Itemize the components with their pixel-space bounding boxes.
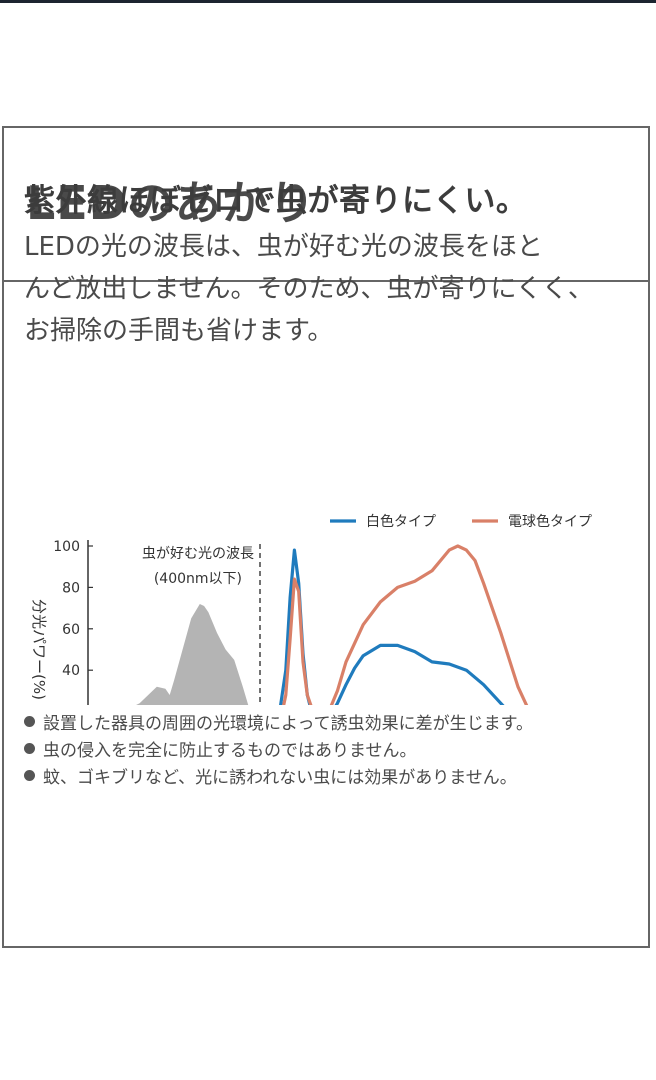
- y-tick-label: 40: [62, 663, 80, 679]
- bullet-icon: [24, 770, 35, 781]
- series-line: [282, 544, 529, 705]
- body-line: LEDの光の波長は、虫が好む光の波長をほと: [24, 232, 543, 262]
- insect-spectrum-area: [136, 604, 249, 705]
- legend-label: 電球色タイプ: [508, 513, 592, 530]
- y-axis-label: 分光パワー(%): [30, 599, 48, 700]
- legend-label: 白色タイプ: [366, 513, 436, 530]
- annotation-line: (400nm以下): [154, 571, 242, 587]
- series-line: [279, 548, 505, 705]
- body-line: お掃除の手間も省けます。: [24, 316, 334, 346]
- bullet-icon: [24, 716, 35, 727]
- notes-list: 設置した器具の周囲の光環境によって誘虫効果に差が生じます。 虫の侵入を完全に防止…: [24, 708, 533, 789]
- bullet-icon: [24, 743, 35, 754]
- y-tick-label: 100: [53, 539, 80, 555]
- note-item: 虫の侵入を完全に防止するものではありません。: [24, 735, 533, 762]
- top-status-bar: [0, 0, 656, 3]
- note-item: 設置した器具の周囲の光環境によって誘虫効果に差が生じます。: [24, 708, 533, 735]
- spectral-power-chart: 2040608010020025030035040045050055060065…: [30, 513, 592, 705]
- body-line: んど放出しません。そのため、虫が寄りにくく、: [24, 274, 594, 304]
- info-card: LEDのあかり: [2, 126, 650, 948]
- note-text: 虫の侵入を完全に防止するものではありません。: [43, 741, 417, 761]
- note-text: 蚊、ゴキブリなど、光に誘われない虫には効果がありません。: [43, 768, 517, 788]
- y-tick-label: 60: [62, 622, 80, 638]
- page-title: LEDのあかり: [26, 176, 316, 230]
- headline: 紫外線ほぼゼロで虫が寄りにくい。: [24, 183, 528, 219]
- y-tick-label: 80: [62, 580, 80, 596]
- annotation-line: 虫が好む光の波長: [142, 546, 254, 562]
- card-header: LEDのあかり: [4, 128, 648, 282]
- note-item: 蚊、ゴキブリなど、光に誘われない虫には効果がありません。: [24, 762, 533, 789]
- body-text: LEDの光の波長は、虫が好む光の波長をほと んど放出しません。そのため、虫が寄り…: [24, 226, 634, 352]
- note-text: 設置した器具の周囲の光環境によって誘虫効果に差が生じます。: [43, 714, 533, 734]
